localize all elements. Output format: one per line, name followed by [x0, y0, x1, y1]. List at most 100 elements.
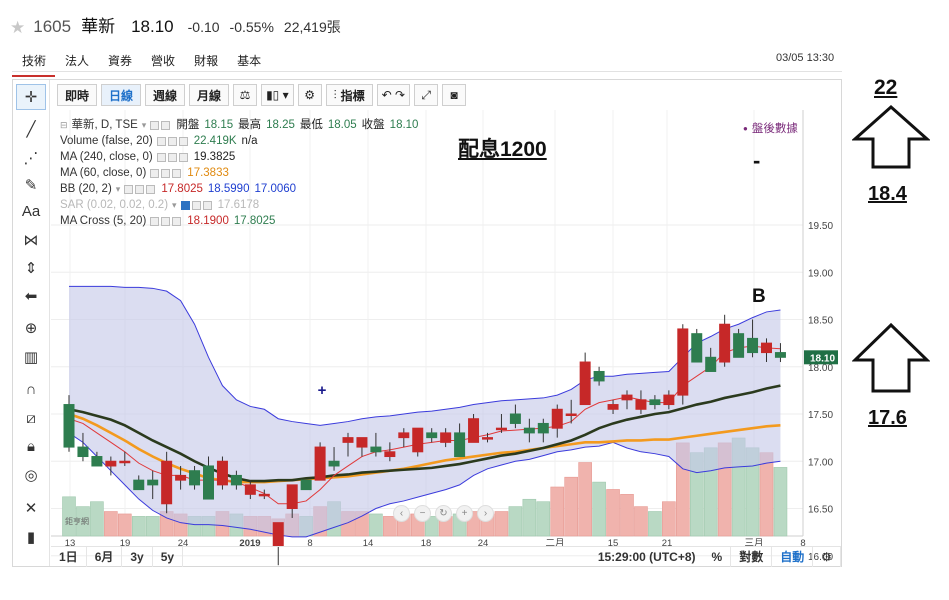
macross-controls[interactable]	[150, 216, 182, 226]
close-value: 18.10	[389, 119, 419, 131]
star-icon[interactable]: ★	[10, 18, 26, 37]
ma60-controls[interactable]	[150, 168, 182, 178]
brush-icon[interactable]: ✎	[24, 177, 38, 194]
sar-controls[interactable]	[180, 200, 212, 210]
chart-widget: ✛ ╱ ⋰ ✎ Aa ⋈ ⇕ ⬅ ⊕ ▥ ∩ ⧄ 🔒︎ ◎ ✕ ▮ 即時 日線 …	[12, 79, 842, 567]
candle-body	[300, 479, 312, 491]
stock-price: 18.10	[131, 17, 174, 36]
up-arrow-icon	[852, 104, 930, 169]
volume-bar	[104, 511, 118, 537]
chart-nav-buttons: ‹ − ↻ + ›	[393, 505, 494, 522]
log-toggle[interactable]: 對數	[731, 546, 773, 567]
tab-revenue[interactable]: 營收	[151, 54, 176, 68]
range-3y[interactable]: 3y	[122, 546, 153, 567]
bollinger-upper-line	[69, 285, 781, 426]
trendline-icon[interactable]: ╱	[26, 121, 36, 138]
last-price-label: 18.10	[810, 353, 835, 364]
dividend-annotation: 配息1200	[458, 138, 547, 161]
lock-icon[interactable]: 🔒︎	[27, 437, 35, 455]
percent-toggle[interactable]: %	[704, 546, 732, 567]
period-weekly-button[interactable]: 週線	[145, 84, 186, 106]
undo-icon[interactable]: ↶ ↷	[376, 84, 411, 106]
volume-value: 22,419張	[283, 19, 341, 35]
bars-icon[interactable]: ▥	[23, 349, 39, 366]
candle-body	[523, 427, 535, 434]
high-label: 最高	[238, 119, 262, 131]
chevron-down-icon[interactable]: ▾	[115, 184, 121, 194]
dash-annotation: -	[753, 148, 761, 173]
chevron-down-icon[interactable]: ▾	[172, 200, 177, 210]
collapse-icon[interactable]: ⊟	[60, 120, 68, 130]
magnet-icon[interactable]: ∩	[25, 380, 37, 398]
arrow-left-icon[interactable]: ⬅	[24, 288, 38, 305]
candle-body	[565, 413, 577, 416]
pattern-icon[interactable]: ⋈	[23, 232, 39, 249]
x-axis-label: 24	[178, 538, 189, 549]
text-icon[interactable]: Aa	[21, 202, 41, 220]
bollinger-lower-line	[68, 432, 781, 538]
reset-icon[interactable]: ↻	[435, 505, 452, 522]
crosshair-icon[interactable]: ✛	[16, 84, 46, 110]
volume-bar	[118, 513, 132, 537]
compare-icon[interactable]: ⚖	[233, 84, 258, 106]
settings-gear-icon[interactable]: ⚙	[297, 84, 322, 106]
b-annotation: B	[752, 286, 766, 307]
zoom-in-icon[interactable]: +	[456, 505, 473, 522]
zoom-icon[interactable]: ⊕	[24, 320, 38, 337]
axis-settings-icon[interactable]: ⚙	[813, 546, 841, 567]
ma-cross-slow-line	[68, 384, 781, 483]
range-6m[interactable]: 6月	[87, 546, 123, 567]
candle-body	[63, 404, 75, 448]
candle-body	[244, 484, 256, 495]
candle-body	[175, 474, 187, 481]
ruler-icon[interactable]: ⧄	[26, 409, 36, 427]
candle-body	[119, 460, 131, 464]
bb-controls[interactable]	[124, 184, 156, 194]
ma240-value: 19.3825	[193, 151, 236, 163]
chevron-down-icon[interactable]: ▾	[141, 120, 147, 130]
scroll-right-icon[interactable]: ›	[477, 505, 494, 522]
tools-icon[interactable]: ✕	[24, 500, 38, 517]
period-monthly-button[interactable]: 月線	[189, 84, 230, 106]
auto-toggle[interactable]: 自動	[772, 546, 814, 567]
period-daily-button[interactable]: 日線	[101, 84, 142, 106]
legend-main: ⊟ 華新, D, TSE ▾ 開盤 18.15 最高 18.25 最低 18.0…	[60, 117, 423, 133]
range-5y[interactable]: 5y	[153, 546, 184, 567]
scroll-left-icon[interactable]: ‹	[393, 505, 410, 522]
x-axis-label: 19	[120, 538, 131, 549]
candle-body	[677, 328, 689, 396]
period-intraday-button[interactable]: 即時	[57, 84, 98, 106]
fullscreen-icon[interactable]: ⤢	[414, 84, 439, 106]
candle-body	[314, 446, 326, 481]
candle-body	[91, 456, 103, 467]
candle-style-icon[interactable]: ▮▯ ▾	[261, 84, 294, 106]
measure-icon[interactable]: ⇕	[24, 260, 38, 277]
trash-icon[interactable]: ▮	[26, 529, 36, 546]
volume-controls[interactable]	[156, 136, 188, 146]
x-axis-label: 8	[800, 538, 805, 549]
zoom-out-icon[interactable]: −	[414, 505, 431, 522]
tab-financials[interactable]: 財報	[194, 54, 219, 68]
tab-technical[interactable]: 技術	[12, 50, 56, 77]
camera-icon[interactable]: ◙	[442, 84, 467, 106]
x-axis-label: 18	[421, 538, 432, 549]
fib-icon[interactable]: ⋰	[23, 150, 39, 167]
eye-icon[interactable]: ◎	[24, 467, 38, 484]
x-axis-label: 2019	[239, 538, 260, 549]
candle-body	[370, 446, 382, 453]
after-hours-link[interactable]: 盤後數據	[743, 120, 798, 136]
volume-bar	[564, 476, 579, 537]
volume-extra: n/a	[241, 135, 258, 147]
candle-body	[621, 394, 633, 401]
range-1d[interactable]: 1日	[51, 546, 87, 567]
price-chart[interactable]: +19.50 19.00 18.50 18.00 17.50 17.00 16.50 16.0…	[13, 80, 841, 566]
tab-margin[interactable]: 資券	[108, 54, 133, 68]
volume-bar	[145, 516, 160, 537]
indicator-button[interactable]: ⫶ 指標	[325, 84, 373, 106]
tab-institutional[interactable]: 法人	[65, 54, 90, 68]
ma240-controls[interactable]	[156, 152, 188, 162]
legend-main-controls[interactable]	[150, 120, 171, 130]
close-label: 收盤	[361, 119, 385, 131]
tab-basic[interactable]: 基本	[237, 54, 262, 68]
candle-body	[440, 432, 452, 443]
